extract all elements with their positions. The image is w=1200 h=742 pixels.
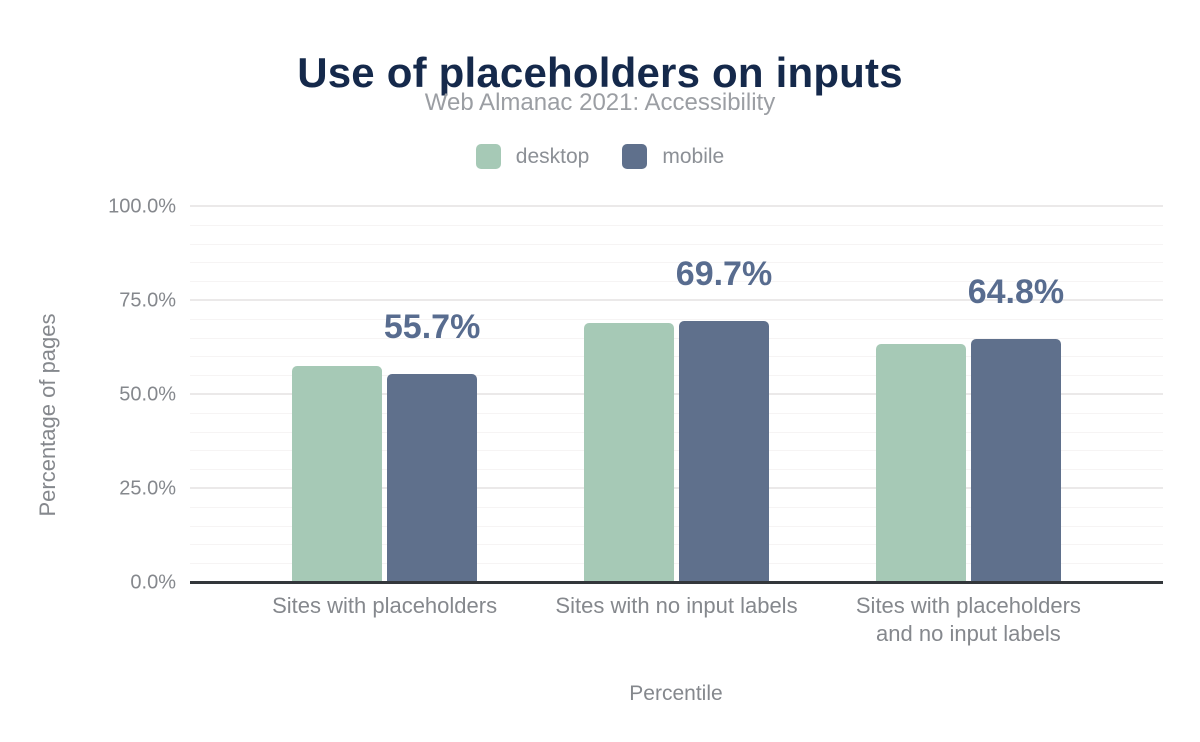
chart-subtitle: Web Almanac 2021: Accessibility — [424, 89, 776, 116]
x-axis-title: Percentile — [629, 682, 723, 705]
gridline — [190, 563, 1163, 565]
gridline — [190, 450, 1163, 452]
y-axis-title: Percentage of pages — [35, 313, 60, 517]
x-category-label: Sites with placeholders — [272, 593, 498, 618]
gridline — [190, 243, 1163, 245]
legend-label: desktop — [515, 144, 590, 168]
chart-title: Use of placeholders on inputs — [297, 49, 903, 96]
y-tick-label: 50.0% — [119, 383, 176, 406]
legend-item-desktop: desktop — [475, 144, 590, 169]
mobile-legend-swatch — [622, 144, 648, 169]
gridline — [190, 262, 1163, 264]
gridline — [190, 337, 1163, 339]
gridline — [190, 431, 1163, 433]
x-category-label: Sites with no input labels — [555, 593, 798, 618]
bar-mobile — [387, 373, 478, 583]
bar-value-label: 55.7% — [383, 307, 481, 346]
x-category-label: Sites with placeholders and no input labe… — [855, 593, 1081, 647]
bar-desktop — [875, 344, 966, 583]
bar-value-label: 69.7% — [675, 254, 773, 293]
bar-desktop — [584, 322, 674, 583]
bar-desktop — [292, 365, 383, 583]
x-axis-labels: Sites with placeholders Sites with no inp… — [190, 592, 1163, 656]
gridline — [190, 525, 1163, 527]
bar-mobile — [679, 320, 769, 583]
y-tick-label: 0.0% — [130, 571, 176, 594]
y-tick-label: 100.0% — [108, 195, 176, 218]
gridline — [190, 375, 1163, 377]
gridline — [190, 281, 1163, 283]
gridline — [190, 393, 1163, 395]
legend-label: mobile — [662, 144, 725, 168]
desktop-legend-swatch — [475, 144, 501, 169]
y-tick-label: 25.0% — [119, 477, 176, 500]
x-axis-line — [190, 581, 1163, 584]
gridline — [190, 487, 1163, 489]
legend-item-mobile: mobile — [622, 144, 724, 169]
y-tick-label: 75.0% — [119, 289, 176, 312]
gridline — [190, 299, 1163, 301]
gridline — [190, 224, 1163, 226]
bar-value-label: 64.8% — [967, 273, 1065, 312]
bar-mobile — [970, 339, 1061, 583]
gridline — [190, 412, 1163, 414]
gridline — [190, 318, 1163, 320]
legend: desktop mobile — [0, 144, 1200, 169]
gridline — [190, 356, 1163, 358]
plot-area: 0.0% 25.0% 50.0% 75.0% 100.0% 55.7% 69.7% 64.8% — [108, 196, 1163, 594]
gridline — [190, 506, 1163, 508]
gridline — [190, 544, 1163, 546]
gridline — [190, 469, 1163, 471]
gridline — [190, 205, 1163, 207]
